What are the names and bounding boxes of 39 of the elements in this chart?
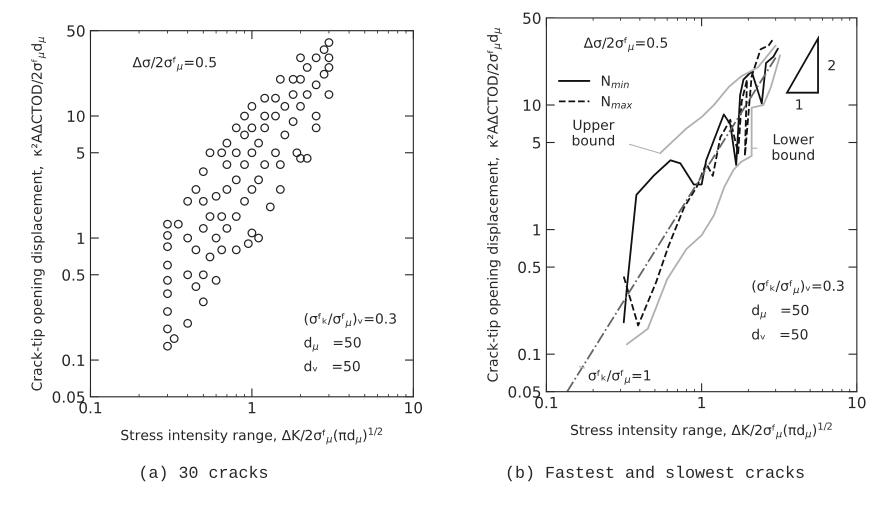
- annotation: Δσ/2σᶠ$_{μ}$=0.5: [584, 37, 668, 52]
- y-axis-title: Crack-tip opening displacement, κ²AΔCTOD/2σᶠ$_{μ}$d$_{μ}$: [487, 28, 502, 382]
- legend-label: N$_{min}$: [602, 76, 629, 88]
- legend-label: N$_{max}$: [602, 96, 632, 109]
- y-tick-label: 10: [524, 99, 541, 112]
- x-tick-label: 1: [698, 397, 706, 408]
- y-tick-label: 1: [78, 232, 84, 244]
- y-tick-label: 50: [67, 25, 85, 37]
- y-tick-label: 5: [77, 147, 84, 159]
- annotation: (σᶠₖ/σᶠ$_{μ}$)ᵥ=0.3: [304, 313, 396, 328]
- annotation: 1: [796, 99, 802, 110]
- x-tick-label: 10: [848, 396, 866, 408]
- text: (a) 30 cracks: [141, 466, 268, 482]
- annotation: σᶠₖ/σᶠ$_{μ}$=1: [588, 370, 650, 385]
- annotation: 2: [828, 60, 835, 70]
- x-tick-label: 1: [248, 402, 256, 414]
- x-tick-label: 10: [405, 402, 422, 414]
- y-tick-label: 0.1: [518, 348, 540, 360]
- y-tick-label: 10: [68, 110, 85, 122]
- x-axis-title: Stress intensity range, ΔK/2σᶠ$_{μ}$(πd$_{μ}$)$^{1/2}$: [571, 422, 832, 440]
- annotation: dᵥ =50: [752, 328, 808, 340]
- text: (b) Fastest and slowest cracks: [508, 466, 804, 482]
- annotation: dᵥ =50: [304, 360, 360, 372]
- annotation: Δσ/2σᶠ$_{μ}$=0.5: [132, 56, 216, 72]
- y-tick-label: 1: [533, 224, 540, 236]
- y-tick-label: 0.05: [508, 386, 540, 398]
- annotation: Upper bound: [572, 120, 614, 146]
- annotation: (σᶠₖ/σᶠ$_{μ}$)ᵥ=0.3: [752, 280, 844, 296]
- y-tick-label: 0.05: [52, 391, 84, 403]
- y-tick-label: 50: [523, 12, 541, 24]
- y-tick-label: 0.1: [62, 354, 84, 366]
- x-axis-title: Stress intensity range, ΔK/2σᶠ$_{μ}$(πd$_{μ}$)$^{1/2}$: [121, 428, 382, 444]
- annotation: Lower bound: [772, 134, 814, 160]
- y-tick-label: 0.5: [518, 262, 540, 274]
- text: d$_{μ}$ =50: [304, 336, 361, 352]
- y-tick-label: 5: [532, 137, 540, 149]
- y-tick-label: 0.5: [62, 269, 84, 281]
- text: d$_{μ}$ =50: [752, 304, 808, 320]
- y-axis-title: Crack-tip opening displacement, κ²AΔCTOD/2σᶠ$_{μ}$d$_{μ}$: [31, 36, 46, 391]
